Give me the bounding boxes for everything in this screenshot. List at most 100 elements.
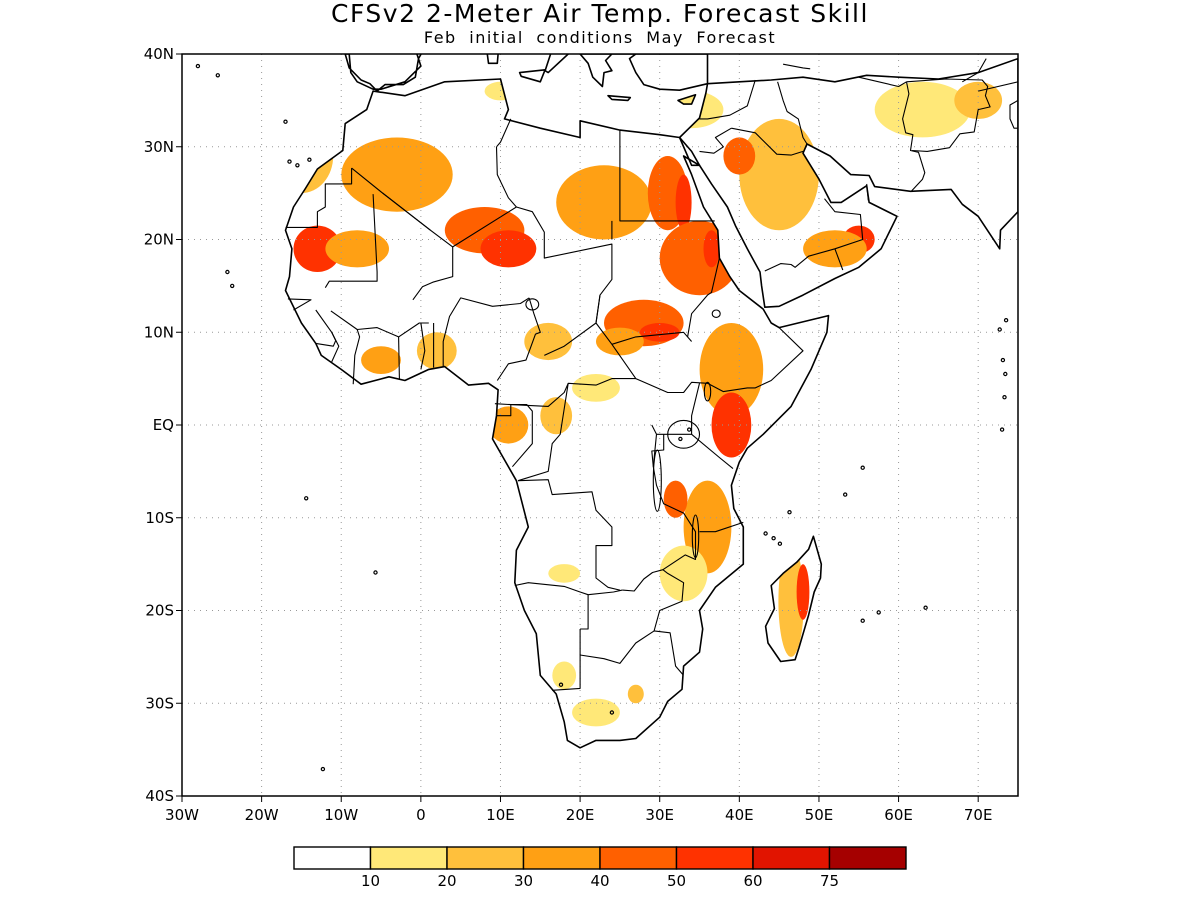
skill-region: [325, 230, 390, 268]
skill-region: [778, 545, 804, 657]
country-border: [699, 79, 756, 120]
colorbar-swatch: [522, 846, 601, 870]
coastline: [764, 535, 823, 663]
land-fill-group: [285, 81, 1003, 727]
lat-tick-label: 20N: [144, 231, 174, 249]
colorbar-tick-label: 75: [820, 872, 839, 890]
lon-tick-label: 10W: [324, 806, 358, 824]
lon-tick-label: 20W: [245, 806, 279, 824]
lat-tick-label: 40S: [145, 787, 174, 805]
country-border: [978, 81, 1018, 92]
island: [876, 610, 881, 615]
lon-tick-label: 60E: [884, 806, 913, 824]
country-border: [412, 246, 454, 301]
country-border: [611, 327, 804, 394]
skill-region: [548, 564, 581, 583]
country-border: [544, 295, 601, 356]
island: [295, 163, 300, 168]
country-border: [398, 336, 400, 379]
country-border: [331, 332, 340, 363]
island: [215, 73, 220, 78]
country-border: [731, 127, 804, 156]
country-border: [906, 78, 991, 152]
lake: [711, 309, 721, 318]
lat-tick-label: 30S: [145, 694, 174, 712]
skill-region: [572, 374, 620, 402]
island: [1003, 371, 1008, 377]
colorbar-tick-label: 40: [590, 872, 609, 890]
country-border: [777, 81, 808, 145]
country-border: [287, 298, 312, 311]
country-border: [442, 297, 530, 367]
skill-region: [480, 230, 537, 268]
country-border: [691, 433, 734, 470]
island: [225, 269, 230, 275]
colorbar-swatch: [675, 846, 754, 870]
colorbar-swatch: [293, 846, 372, 870]
skill-region: [524, 322, 573, 361]
colorbar-swatch: [369, 846, 448, 870]
island: [229, 283, 235, 289]
skill-region: [556, 165, 652, 240]
country-border: [858, 76, 907, 88]
country-border: [324, 194, 378, 288]
country-border: [764, 198, 864, 272]
country-border: [496, 297, 541, 381]
skill-region: [699, 323, 764, 416]
lat-tick-label: 40N: [144, 45, 174, 63]
country-border: [496, 118, 512, 148]
colorbar-swatch: [828, 846, 907, 870]
lat-tick-label: 20S: [145, 602, 174, 620]
colorbar-swatch: [752, 846, 831, 870]
colorbar-tick-label: 60: [743, 872, 762, 890]
island: [304, 496, 309, 501]
country-border: [517, 383, 569, 482]
skill-region: [627, 684, 644, 704]
country-border: [285, 168, 353, 228]
skill-region: [675, 174, 692, 231]
colorbar-swatch: [446, 846, 525, 870]
country-border: [619, 130, 715, 222]
lat-tick-label: EQ: [153, 416, 174, 434]
lake: [703, 381, 712, 402]
country-border: [315, 309, 337, 347]
coastline: [678, 57, 1018, 308]
country-border: [699, 127, 732, 154]
country-border: [330, 310, 429, 338]
island: [999, 427, 1005, 432]
skill-region: [711, 392, 752, 458]
coastlines: [195, 54, 1073, 772]
island: [195, 63, 201, 69]
island: [1003, 318, 1009, 323]
country-border: [580, 594, 589, 630]
colorbar-tick-label: 20: [437, 872, 456, 890]
island: [558, 682, 564, 687]
colorbar-tick-label: 50: [667, 872, 686, 890]
colorbar-tick-label: 30: [514, 872, 533, 890]
country-border: [580, 630, 684, 675]
coastline: [1056, 334, 1073, 369]
plot-frame: [181, 53, 1019, 797]
skill-region: [416, 332, 457, 370]
island: [860, 618, 865, 623]
country-border: [834, 248, 844, 271]
island: [787, 510, 792, 515]
colorbar-swatch: [599, 846, 678, 870]
colorbar-tick-label: 10: [361, 872, 380, 890]
lon-tick-label: 20E: [566, 806, 595, 824]
country-border: [962, 58, 987, 83]
country-border: [651, 424, 658, 467]
skill-region: [639, 323, 680, 342]
island: [609, 710, 615, 715]
lon-tick-label: 70E: [964, 806, 993, 824]
lat-tick-label: 10N: [144, 323, 174, 341]
island: [777, 541, 783, 546]
island: [923, 605, 928, 610]
skill-region: [659, 221, 740, 296]
map-title: CFSv2 2-Meter Air Temp. Forecast Skill: [331, 0, 869, 28]
skill-region: [361, 346, 401, 374]
country-border: [382, 192, 431, 231]
island: [307, 157, 312, 162]
lake: [652, 449, 662, 512]
skill-region: [572, 698, 620, 727]
